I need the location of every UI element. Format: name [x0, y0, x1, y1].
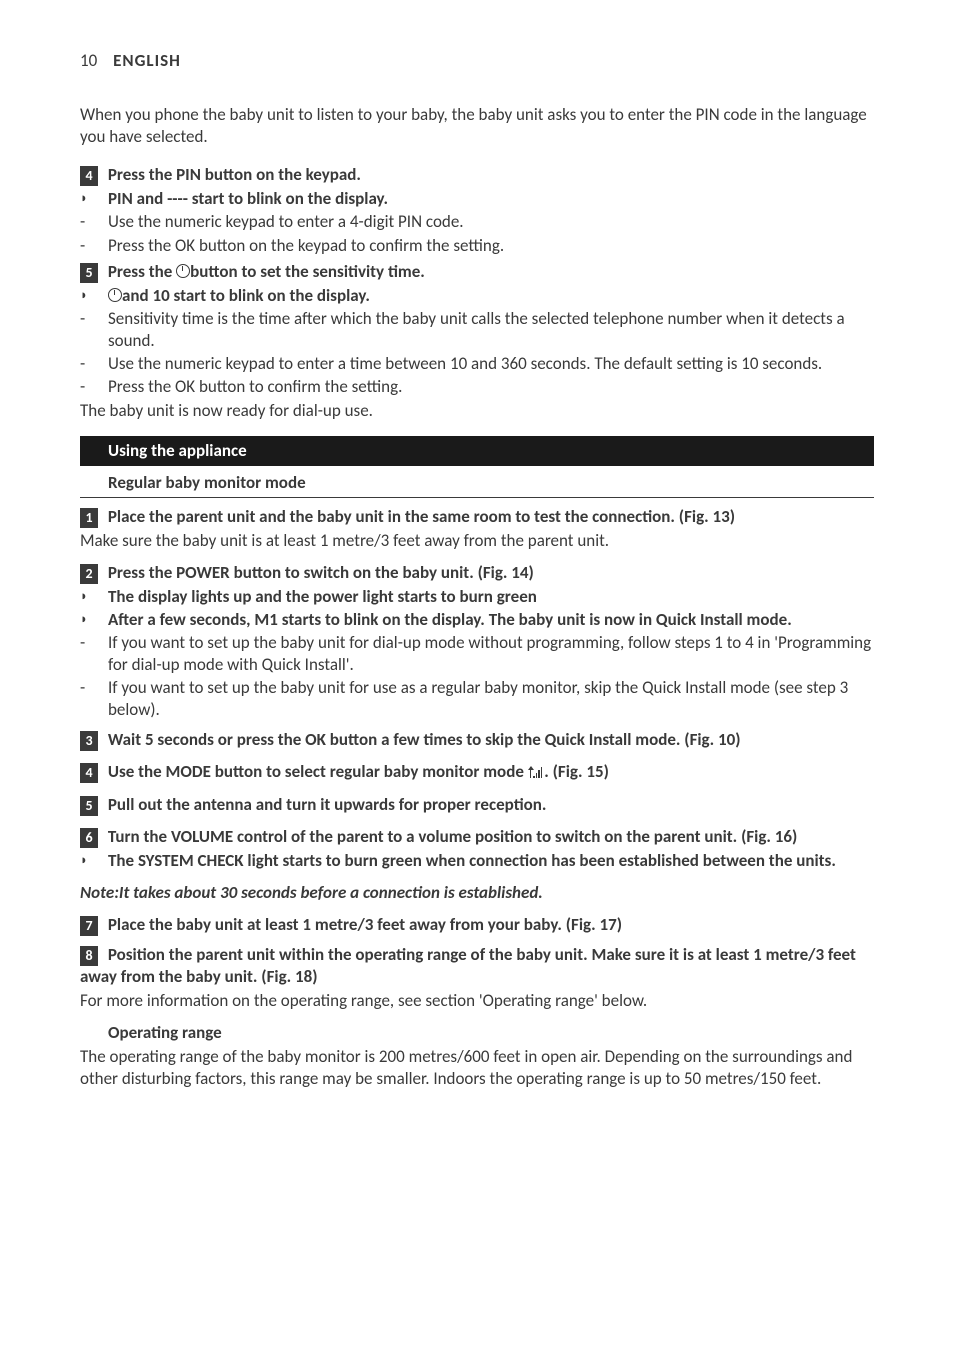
step-2-note-a: - If you want to set up the baby unit fo… [80, 632, 874, 676]
operating-range-text: The operating range of the baby monitor … [80, 1046, 874, 1090]
dash-marker-icon: - [80, 677, 108, 699]
step-4b-text: Use the MODE button to select regular ba… [108, 761, 609, 782]
clock-icon [176, 264, 190, 278]
step-4-text: Press the PIN button on the keypad. [108, 164, 361, 185]
step-2-result-a: ◗ The display lights up and the power li… [80, 586, 874, 608]
dash-marker-icon: - [80, 632, 108, 654]
step-5-text: Press the button to set the sensitivity … [108, 261, 425, 282]
step-4-result-text: PIN and ---- start to blink on the displ… [108, 188, 874, 210]
step-1: 1 Place the parent unit and the baby uni… [80, 506, 874, 528]
section-heading: Using the appliance [80, 436, 874, 466]
step-number-icon: 5 [80, 263, 98, 283]
step-number-icon: 8 [80, 946, 98, 966]
page-number: 10 [80, 50, 97, 71]
step-number-icon: 6 [80, 828, 98, 848]
step-2-note-b: - If you want to set up the baby unit fo… [80, 677, 874, 721]
result-marker-icon: ◗ [80, 586, 108, 608]
step-6-result: ◗ The SYSTEM CHECK light starts to burn … [80, 850, 874, 872]
operating-range-heading: Operating range [80, 1022, 874, 1044]
connection-note: Note:It takes about 30 seconds before a … [80, 882, 874, 904]
step-5-note-a: - Sensitivity time is the time after whi… [80, 308, 874, 352]
step-5-note-c: - Press the OK button to confirm the set… [80, 376, 874, 398]
intro-paragraph: When you phone the baby unit to listen t… [80, 104, 874, 148]
step-1-text: Place the parent unit and the baby unit … [108, 506, 735, 527]
step-5b: 5 Pull out the antenna and turn it upwar… [80, 794, 874, 816]
step-3-text: Wait 5 seconds or press the OK button a … [108, 729, 741, 750]
language-label: ENGLISH [113, 50, 181, 71]
step-4b: 4 Use the MODE button to select regular … [80, 761, 874, 783]
dash-marker-icon: - [80, 376, 108, 398]
divider [80, 497, 874, 498]
step-8-text: Position the parent unit within the oper… [80, 944, 856, 987]
dash-marker-icon: - [80, 235, 108, 257]
step-6: 6 Turn the VOLUME control of the parent … [80, 826, 874, 848]
step-number-icon: 5 [80, 796, 98, 816]
step-2-text: Press the POWER button to switch on the … [108, 562, 534, 583]
step-2: 2 Press the POWER button to switch on th… [80, 562, 874, 584]
step-5b-text: Pull out the antenna and turn it upwards… [108, 794, 547, 815]
dash-marker-icon: - [80, 308, 108, 330]
signal-icon [530, 767, 543, 778]
step-number-icon: 2 [80, 564, 98, 584]
step-4: 4 Press the PIN button on the keypad. [80, 164, 874, 186]
result-marker-icon: ◗ [80, 188, 108, 210]
step-2-result-b: ◗ After a few seconds, M1 starts to blin… [80, 609, 874, 631]
step-8: 8 Position the parent unit within the op… [80, 944, 874, 988]
step-5-note-b: - Use the numeric keypad to enter a time… [80, 353, 874, 375]
step-number-icon: 3 [80, 731, 98, 751]
page-header: 10 ENGLISH [80, 50, 874, 72]
ready-text: The baby unit is now ready for dial-up u… [80, 400, 874, 422]
result-marker-icon: ◗ [80, 609, 108, 631]
step-number-icon: 7 [80, 916, 98, 936]
step-number-icon: 4 [80, 166, 98, 186]
subsection-heading: Regular baby monitor mode [80, 472, 874, 494]
step-4-note-a: - Use the numeric keypad to enter a 4-di… [80, 211, 874, 233]
dash-marker-icon: - [80, 211, 108, 233]
dash-marker-icon: - [80, 353, 108, 375]
step-3: 3 Wait 5 seconds or press the OK button … [80, 729, 874, 751]
result-marker-icon: ◗ [80, 850, 108, 872]
step-4-result: ◗ PIN and ---- start to blink on the dis… [80, 188, 874, 210]
step-7: 7 Place the baby unit at least 1 metre/3… [80, 914, 874, 936]
step-5-result-text: and 10 start to blink on the display. [108, 285, 874, 307]
step-5-result: ◗ and 10 start to blink on the display. [80, 285, 874, 307]
step-7-text: Place the baby unit at least 1 metre/3 f… [108, 914, 622, 935]
clock-icon [108, 288, 122, 302]
step-5: 5 Press the button to set the sensitivit… [80, 261, 874, 283]
step-number-icon: 4 [80, 763, 98, 783]
step-6-text: Turn the VOLUME control of the parent to… [108, 826, 797, 847]
step-number-icon: 1 [80, 508, 98, 528]
step-4-note-b: - Press the OK button on the keypad to c… [80, 235, 874, 257]
result-marker-icon: ◗ [80, 285, 108, 307]
step-8-plain: For more information on the operating ra… [80, 990, 874, 1012]
step-1-plain: Make sure the baby unit is at least 1 me… [80, 530, 874, 552]
